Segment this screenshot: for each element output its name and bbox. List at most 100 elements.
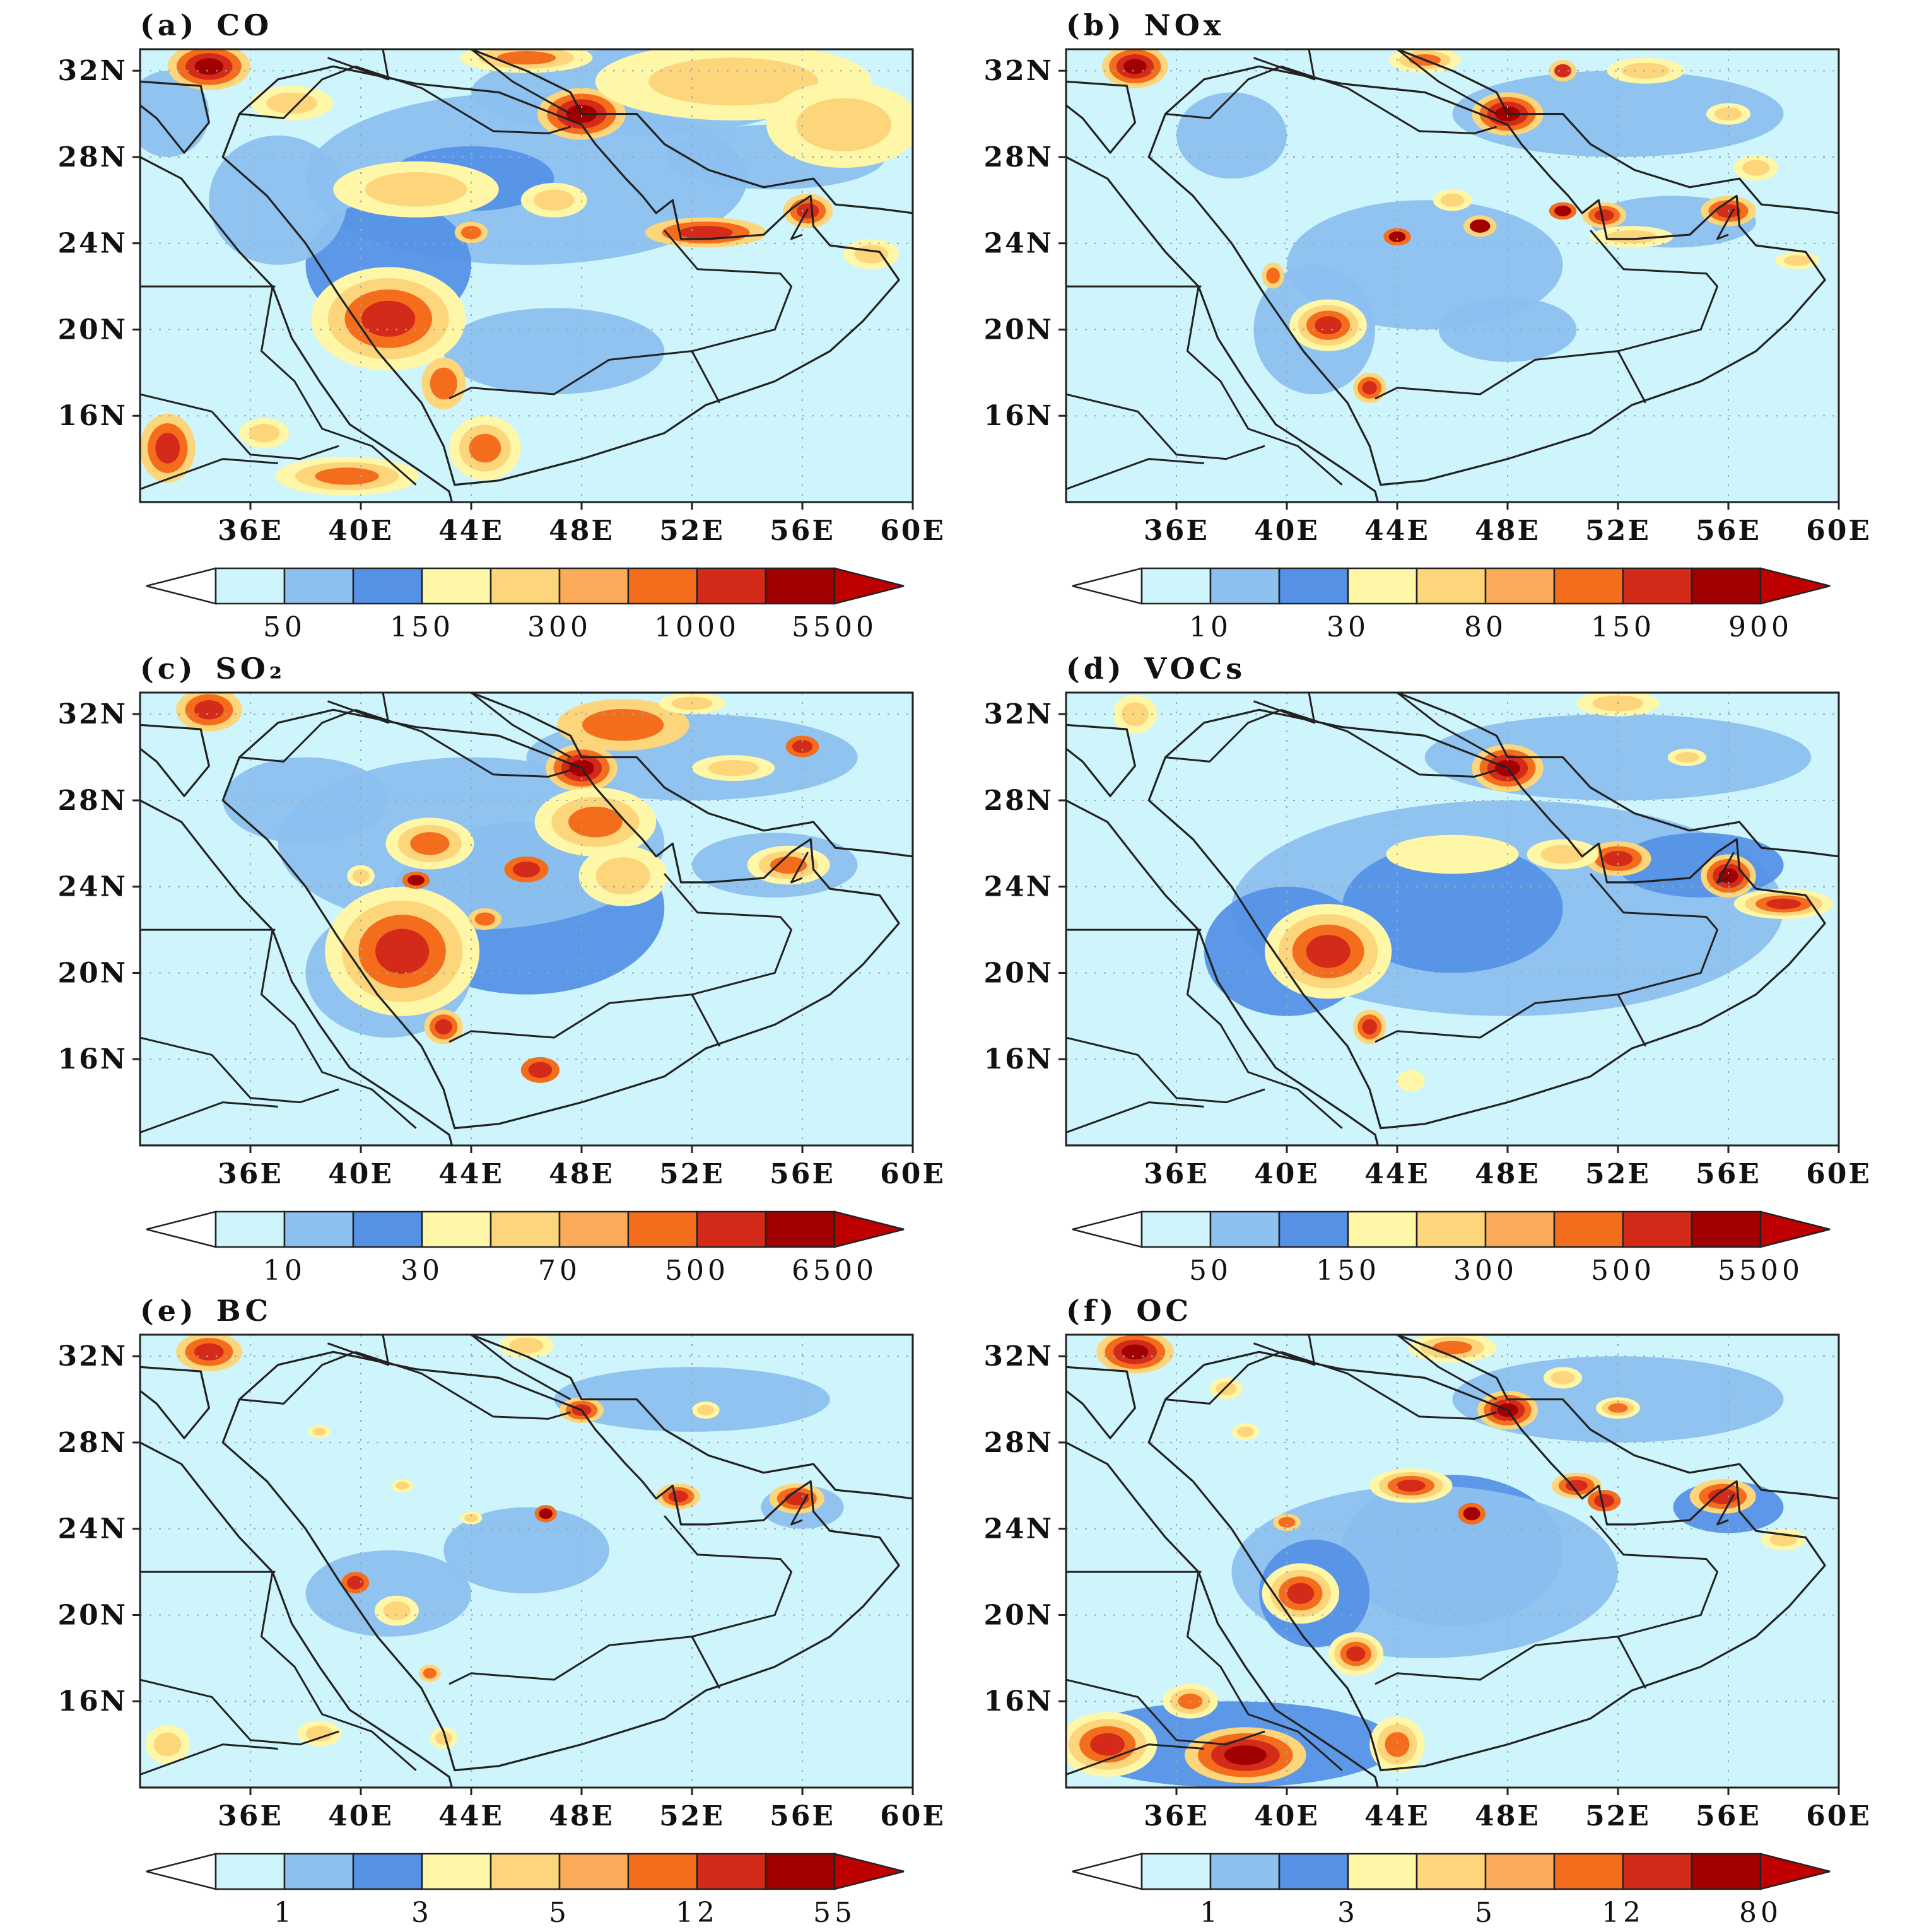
map-frame — [1065, 48, 1840, 503]
emission-hotspot — [1675, 752, 1699, 763]
emission-hotspot — [423, 1668, 437, 1679]
emission-hotspot — [312, 1427, 327, 1436]
emission-hotspot — [346, 1576, 364, 1590]
colorbar-label: 5500 — [792, 611, 877, 643]
y-tick-label: 16N — [58, 1685, 127, 1718]
x-tick-label: 56E — [770, 1800, 835, 1832]
emission-hotspot — [1090, 1733, 1125, 1756]
colorbar-cell — [1140, 567, 1212, 605]
colorbar-b: 10 30 80 150 900 — [1072, 567, 1831, 643]
x-tick-label: 52E — [1585, 1158, 1651, 1190]
colorbar-cell — [283, 1210, 355, 1248]
emission-hotspot — [528, 1062, 553, 1078]
x-tick-label: 56E — [1696, 1158, 1761, 1190]
colorbar-cell — [1553, 567, 1624, 605]
concentration-region — [443, 1507, 609, 1594]
colorbar-cell — [489, 1853, 561, 1890]
emission-hotspot — [533, 189, 575, 211]
emission-hotspot — [1315, 316, 1342, 334]
x-tick-label: 36E — [218, 1800, 283, 1832]
x-tick-label: 48E — [549, 1158, 614, 1190]
colorbar-cell — [352, 567, 423, 605]
colorbar-label: 900 — [1728, 611, 1793, 643]
species-name: CO — [216, 8, 273, 42]
emission-hotspot — [383, 1601, 411, 1620]
gridlines — [1066, 693, 1839, 1145]
emission-hotspot — [155, 433, 180, 464]
colorbar-cell — [1553, 1853, 1624, 1890]
colorbar-cell — [1622, 1853, 1693, 1890]
emission-hotspot — [249, 423, 280, 443]
emission-hotspot — [474, 912, 496, 926]
emission-hotspot — [1470, 219, 1491, 233]
concentration-region — [1438, 297, 1577, 362]
map-frame — [1065, 691, 1840, 1147]
emission-hotspot — [1603, 851, 1633, 867]
x-tick-label: 48E — [1475, 1158, 1540, 1190]
emission-hotspot — [1397, 1479, 1426, 1492]
colorbar-label: 80 — [1739, 1897, 1782, 1929]
colorbar-cell — [489, 1210, 561, 1248]
emission-hotspot — [1593, 1494, 1615, 1508]
y-tick-label: 32N — [58, 55, 127, 87]
emission-hotspot — [435, 1019, 452, 1035]
x-tick-label: 60E — [880, 1800, 946, 1832]
concentration-region — [223, 757, 389, 844]
colorbar-label: 70 — [538, 1255, 581, 1287]
emission-hotspot — [460, 226, 482, 240]
colorbar-cell — [421, 567, 492, 605]
concentration-region — [554, 1367, 830, 1432]
emission-hotspot — [410, 832, 450, 855]
emission-hotspot — [797, 203, 819, 219]
colorbar-label: 1000 — [654, 611, 740, 643]
y-tick-label: 32N — [984, 1340, 1053, 1373]
emission-hotspot — [352, 869, 370, 883]
colorbar-label: 1 — [1200, 1897, 1221, 1929]
emission-hotspot — [582, 709, 664, 741]
concentration-region — [140, 71, 209, 157]
emission-hotspot — [361, 300, 416, 337]
emission-hotspot — [1565, 1480, 1588, 1492]
x-tick-label: 52E — [659, 1800, 725, 1832]
colorbar-label: 30 — [1327, 611, 1369, 643]
gridlines — [140, 49, 913, 502]
colorbar-cell — [1278, 567, 1349, 605]
coastlines — [1066, 693, 1839, 1145]
x-tick-label: 40E — [328, 515, 394, 547]
map-field-c — [140, 693, 913, 1145]
y-tick-label: 28N — [58, 1427, 127, 1459]
emission-hotspot — [1278, 1517, 1296, 1528]
emission-hotspot — [305, 1725, 333, 1742]
colorbar-label: 10 — [263, 1255, 306, 1287]
emission-hotspot — [1554, 64, 1571, 78]
colorbar-a: 50 150 300 1000 5500 — [146, 567, 905, 643]
y-tick-label: 20N — [58, 1599, 127, 1631]
colorbar-label: 50 — [263, 611, 306, 643]
concentration-region — [1342, 843, 1563, 973]
emission-hotspot — [792, 739, 813, 753]
y-tick-label: 16N — [984, 400, 1053, 432]
emission-hotspot — [854, 245, 889, 264]
emission-hotspot — [1608, 1403, 1628, 1413]
colorbar-label: 150 — [390, 611, 454, 643]
emission-hotspot — [1594, 209, 1614, 221]
emission-hotspot — [668, 1490, 688, 1502]
species-name: OC — [1136, 1294, 1192, 1328]
colorbar-e: 1 3 5 12 55 — [146, 1853, 905, 1929]
colorbar-cell — [1484, 1210, 1556, 1248]
panel-label: (a) — [140, 8, 197, 42]
emission-hotspot — [1266, 267, 1280, 284]
x-tick-label: 60E — [1806, 1158, 1872, 1190]
panel-label: (c) — [140, 652, 197, 686]
colorbar-label: 150 — [1591, 611, 1655, 643]
emission-hotspot — [708, 760, 759, 776]
x-tick-label: 40E — [1254, 1158, 1320, 1190]
colorbar-label: 300 — [1453, 1255, 1518, 1287]
colorbar-label: 3 — [1337, 1897, 1359, 1929]
emission-hotspot — [1550, 1371, 1575, 1385]
y-tick-label: 20N — [984, 957, 1053, 989]
x-tick-label: 40E — [328, 1800, 394, 1832]
colorbar-cell — [1553, 1210, 1624, 1248]
panel-e: (e) BC 36E 40E 44E 48E 52E 56E 60E 32N 28N 24N 20N 16… — [58, 1294, 946, 1929]
panel-label: (d) — [1066, 652, 1125, 686]
